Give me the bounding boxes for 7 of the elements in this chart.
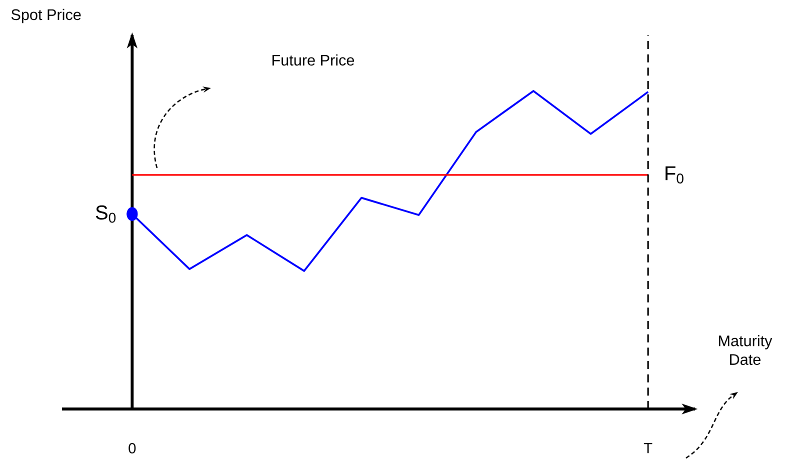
ref-line-label: F$_{0}$ [666,166,684,184]
x-tick-label: T [644,443,652,454]
x-tick-label: 0 [128,443,136,454]
x-axis-title: Maturity Date [718,335,772,365]
y-axis-title: Spot Price [11,8,81,24]
text: Future Price [272,54,354,66]
annotation: S$_{0}$ [96,205,116,223]
